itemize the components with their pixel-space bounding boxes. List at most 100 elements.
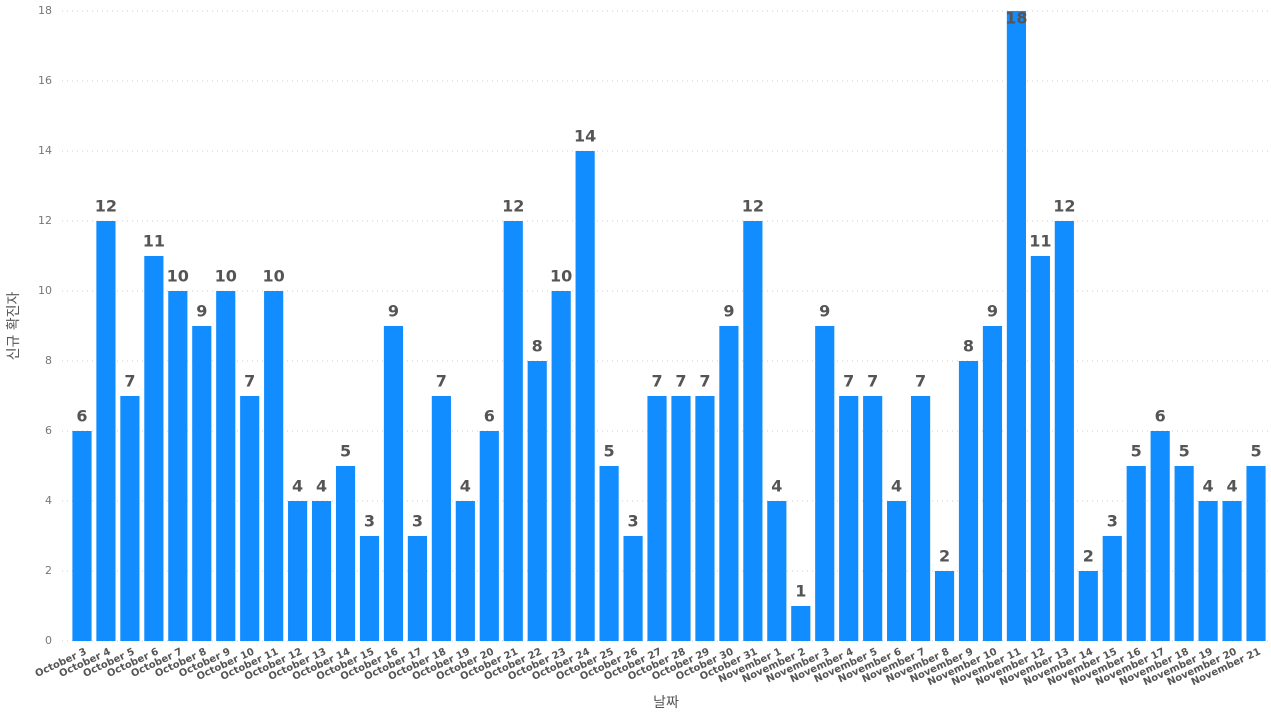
bar <box>240 396 260 641</box>
value-label: 7 <box>699 372 710 391</box>
y-tick-label: 8 <box>45 354 52 367</box>
bar <box>120 396 140 641</box>
bar <box>216 291 236 641</box>
bar <box>958 361 979 641</box>
y-tick-label: 4 <box>45 494 52 507</box>
y-axis-title: 신규 확진자 <box>6 291 22 360</box>
bar <box>671 396 691 641</box>
value-label: 8 <box>532 337 543 356</box>
value-label: 10 <box>550 267 572 286</box>
value-label: 12 <box>1053 197 1075 216</box>
bar <box>527 361 547 641</box>
bar <box>719 326 739 641</box>
value-label: 11 <box>143 232 165 251</box>
value-label: 4 <box>891 477 902 496</box>
value-label: 7 <box>436 372 447 391</box>
value-label: 7 <box>843 372 854 391</box>
bar <box>1150 431 1170 641</box>
bar <box>767 501 787 641</box>
bar <box>407 536 428 641</box>
y-tick-label: 12 <box>38 214 52 227</box>
bar <box>311 501 332 641</box>
bar <box>168 291 188 641</box>
bar <box>431 396 451 641</box>
bar <box>192 326 212 641</box>
y-tick-label: 14 <box>38 144 52 157</box>
value-label: 6 <box>1155 407 1166 426</box>
y-tick-label: 18 <box>38 4 52 17</box>
value-label: 7 <box>867 372 878 391</box>
bar <box>887 501 907 641</box>
value-label: 7 <box>244 372 255 391</box>
bar <box>599 466 619 641</box>
value-label: 7 <box>915 372 926 391</box>
bar <box>1174 466 1194 641</box>
bar <box>503 221 523 641</box>
value-label: 4 <box>292 477 303 496</box>
value-label: 6 <box>76 407 87 426</box>
bar <box>383 326 404 641</box>
value-label: 10 <box>167 267 189 286</box>
value-label: 1 <box>795 582 806 601</box>
bar <box>1030 256 1050 641</box>
value-label: 5 <box>1131 442 1142 461</box>
bar <box>791 606 811 641</box>
x-axis-title: 날짜 <box>653 695 679 711</box>
y-tick-label: 16 <box>38 74 52 87</box>
value-label: 12 <box>95 197 117 216</box>
value-label: 9 <box>388 302 399 321</box>
value-label: 9 <box>987 302 998 321</box>
bar <box>647 396 667 641</box>
value-label: 4 <box>316 477 327 496</box>
value-label: 4 <box>771 477 782 496</box>
bar <box>359 536 380 641</box>
value-label: 2 <box>939 547 950 566</box>
value-label: 4 <box>1203 477 1214 496</box>
bar <box>96 221 116 641</box>
value-label: 7 <box>124 372 135 391</box>
bar <box>455 501 475 641</box>
value-label: 4 <box>460 477 471 496</box>
value-label: 2 <box>1083 547 1094 566</box>
value-label: 4 <box>1226 477 1237 496</box>
bar <box>815 326 835 641</box>
value-label: 18 <box>1005 9 1027 28</box>
bar <box>1222 501 1242 641</box>
value-label: 7 <box>675 372 686 391</box>
bar <box>695 396 715 641</box>
value-label: 12 <box>742 197 764 216</box>
value-label: 5 <box>604 442 615 461</box>
bar <box>934 571 955 641</box>
bar <box>144 256 164 641</box>
bar <box>479 431 499 641</box>
value-label: 12 <box>502 197 524 216</box>
value-label: 5 <box>1179 442 1190 461</box>
bar <box>1054 221 1074 641</box>
value-label: 5 <box>1250 442 1261 461</box>
value-label: 10 <box>263 267 285 286</box>
bar <box>335 466 356 641</box>
bar <box>264 291 284 641</box>
bar <box>72 431 92 641</box>
bar <box>551 291 571 641</box>
bar <box>288 501 308 641</box>
value-label: 3 <box>364 512 375 531</box>
value-label: 5 <box>340 442 351 461</box>
value-label: 7 <box>651 372 662 391</box>
y-tick-label: 10 <box>38 284 52 297</box>
value-label: 9 <box>723 302 734 321</box>
bar <box>1102 536 1122 641</box>
y-tick-label: 2 <box>45 564 52 577</box>
value-label: 14 <box>574 127 596 146</box>
value-label: 10 <box>215 267 237 286</box>
value-label: 11 <box>1029 232 1051 251</box>
bar <box>1078 571 1098 641</box>
value-label: 6 <box>484 407 495 426</box>
bar <box>623 536 643 641</box>
value-label: 9 <box>196 302 207 321</box>
bar <box>1006 11 1027 641</box>
value-label: 9 <box>819 302 830 321</box>
bar <box>982 326 1003 641</box>
bar <box>910 396 931 641</box>
